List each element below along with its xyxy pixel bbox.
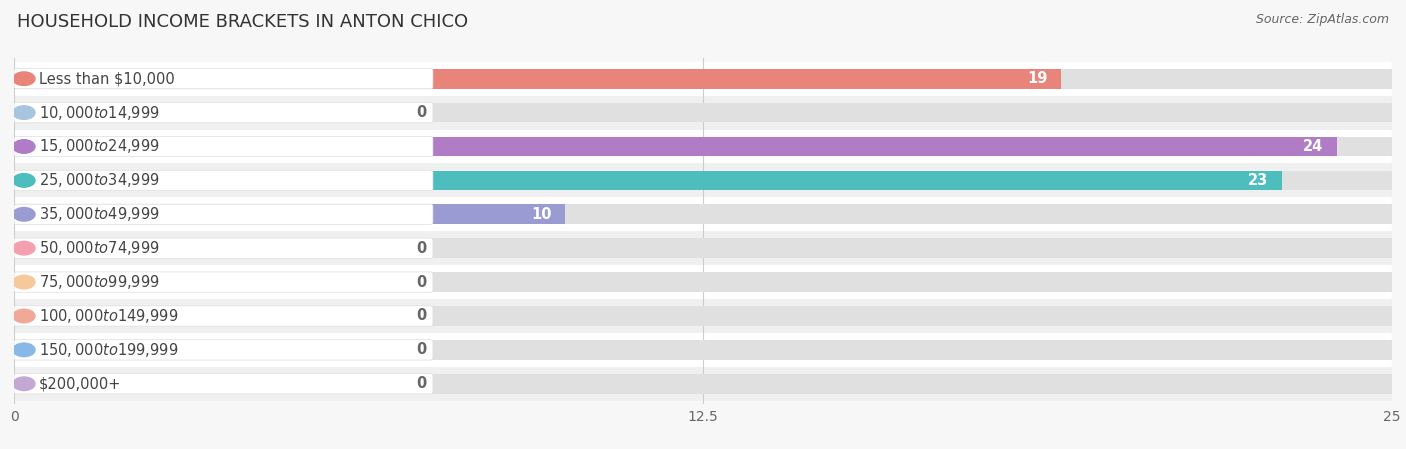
Circle shape (13, 275, 35, 289)
Text: 0: 0 (416, 308, 426, 323)
Bar (14, 69, 1392, 88)
Bar (14, 231, 1392, 265)
Bar (14, 299, 1392, 333)
Text: $150,000 to $199,999: $150,000 to $199,999 (39, 341, 179, 359)
Text: $15,000 to $24,999: $15,000 to $24,999 (39, 137, 160, 155)
Circle shape (13, 242, 35, 255)
Bar (14, 238, 1392, 258)
Text: 23: 23 (1247, 173, 1268, 188)
Text: 24: 24 (1303, 139, 1323, 154)
Bar (14, 340, 1392, 360)
Circle shape (13, 377, 35, 391)
Circle shape (13, 309, 35, 323)
Bar (14, 136, 1392, 156)
Text: $10,000 to $14,999: $10,000 to $14,999 (39, 104, 160, 122)
Bar (14, 265, 1392, 299)
FancyBboxPatch shape (14, 136, 433, 157)
FancyBboxPatch shape (14, 102, 433, 123)
Bar (14, 96, 1392, 130)
Bar (14, 306, 1392, 326)
Text: $200,000+: $200,000+ (39, 376, 121, 391)
FancyBboxPatch shape (14, 204, 433, 224)
Text: 0: 0 (416, 376, 426, 391)
Bar (14, 103, 1392, 123)
Text: $50,000 to $74,999: $50,000 to $74,999 (39, 239, 160, 257)
FancyBboxPatch shape (14, 306, 433, 326)
Bar (14, 62, 1392, 96)
FancyBboxPatch shape (14, 340, 433, 360)
Text: 19: 19 (1028, 71, 1047, 86)
Bar (14, 163, 1392, 198)
Bar (14, 69, 1062, 88)
Bar (14, 333, 1392, 367)
Bar (14, 171, 1282, 190)
Bar (14, 136, 1337, 156)
Text: HOUSEHOLD INCOME BRACKETS IN ANTON CHICO: HOUSEHOLD INCOME BRACKETS IN ANTON CHICO (17, 13, 468, 31)
FancyBboxPatch shape (14, 374, 433, 394)
Text: $25,000 to $34,999: $25,000 to $34,999 (39, 172, 160, 189)
Text: 0: 0 (416, 241, 426, 255)
Circle shape (13, 343, 35, 357)
Circle shape (13, 174, 35, 187)
Bar (14, 367, 1392, 401)
Text: $100,000 to $149,999: $100,000 to $149,999 (39, 307, 179, 325)
Circle shape (13, 106, 35, 119)
Bar (14, 171, 1392, 190)
Text: 0: 0 (416, 275, 426, 290)
Text: Source: ZipAtlas.com: Source: ZipAtlas.com (1256, 13, 1389, 26)
Text: 0: 0 (416, 105, 426, 120)
Text: Less than $10,000: Less than $10,000 (39, 71, 174, 86)
Bar (14, 198, 1392, 231)
Bar (14, 374, 1392, 394)
FancyBboxPatch shape (14, 238, 433, 258)
FancyBboxPatch shape (14, 69, 433, 89)
Circle shape (13, 207, 35, 221)
Bar (14, 204, 1392, 224)
Bar (14, 130, 1392, 163)
FancyBboxPatch shape (14, 170, 433, 190)
FancyBboxPatch shape (14, 272, 433, 292)
Circle shape (13, 72, 35, 85)
Text: 10: 10 (531, 207, 551, 222)
Text: $35,000 to $49,999: $35,000 to $49,999 (39, 205, 160, 223)
Text: $75,000 to $99,999: $75,000 to $99,999 (39, 273, 160, 291)
Text: 0: 0 (416, 343, 426, 357)
Circle shape (13, 140, 35, 153)
Bar (14, 272, 1392, 292)
Bar (14, 204, 565, 224)
